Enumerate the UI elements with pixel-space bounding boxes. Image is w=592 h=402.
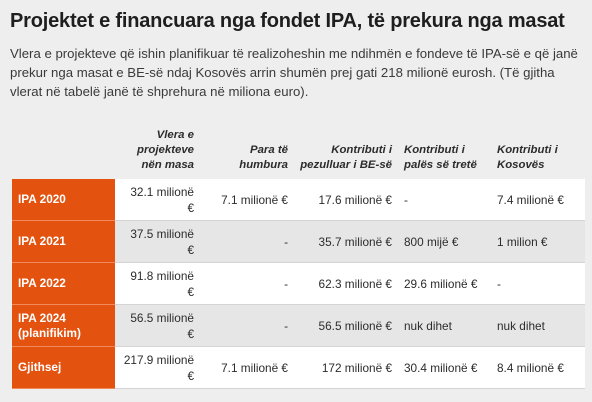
- page-title: Projektet e financuara nga fondet IPA, t…: [10, 10, 565, 32]
- cell-eu-suspended: 62.3 milionë €: [294, 263, 398, 305]
- row-label-total: Gjithsej: [12, 347, 115, 389]
- cell-lost-money: -: [200, 263, 294, 305]
- cell-kosovo: 8.4 milionë €: [491, 347, 585, 389]
- header-third-party: Kontributi i palës së tretë: [404, 144, 477, 171]
- cell-project-value: 91.8 milionë €: [115, 263, 200, 305]
- row-label: IPA 2021: [12, 221, 115, 263]
- cell-eu-suspended: 35.7 milionë €: [294, 221, 398, 263]
- header-lost-money: Para të humbura: [239, 144, 288, 171]
- cell-third-party: -: [398, 179, 491, 221]
- row-label: IPA 2024 (planifikim): [12, 305, 115, 347]
- cell-eu-suspended: 17.6 milionë €: [294, 179, 398, 221]
- cell-lost-money: 7.1 milionë €: [200, 347, 294, 389]
- cell-project-value: 217.9 milionë €: [115, 347, 200, 389]
- cell-eu-suspended: 172 milionë €: [294, 347, 398, 389]
- cell-third-party: 29.6 milionë €: [398, 263, 491, 305]
- cell-third-party: 30.4 milionë €: [398, 347, 491, 389]
- header-kosovo: Kontributi i Kosovës: [497, 144, 558, 171]
- funding-table: Vlera e projekteve nën masa Para të humb…: [12, 118, 585, 389]
- cell-project-value: 32.1 milionë €: [115, 179, 200, 221]
- cell-lost-money: 7.1 milionë €: [200, 179, 294, 221]
- cell-lost-money: -: [200, 305, 294, 347]
- cell-kosovo: 7.4 milionë €: [491, 179, 585, 221]
- row-label: IPA 2020: [12, 179, 115, 221]
- cell-kosovo: 1 milion €: [491, 221, 585, 263]
- intro-paragraph: Vlera e projekteve që ishin planifikuar …: [10, 46, 578, 99]
- cell-third-party: 800 mijë €: [398, 221, 491, 263]
- cell-project-value: 56.5 milionë €: [115, 305, 200, 347]
- header-eu-suspended: Kontributi i pezulluar i BE-së: [300, 144, 392, 171]
- cell-project-value: 37.5 milionë €: [115, 221, 200, 263]
- cell-lost-money: -: [200, 221, 294, 263]
- cell-third-party: nuk dihet: [398, 305, 491, 347]
- header-empty: [12, 118, 115, 179]
- cell-kosovo: -: [491, 263, 585, 305]
- row-label: IPA 2022: [12, 263, 115, 305]
- cell-eu-suspended: 56.5 milionë €: [294, 305, 398, 347]
- cell-kosovo: nuk dihet: [491, 305, 585, 347]
- header-project-value: Vlera e projekteve nën masa: [137, 129, 194, 171]
